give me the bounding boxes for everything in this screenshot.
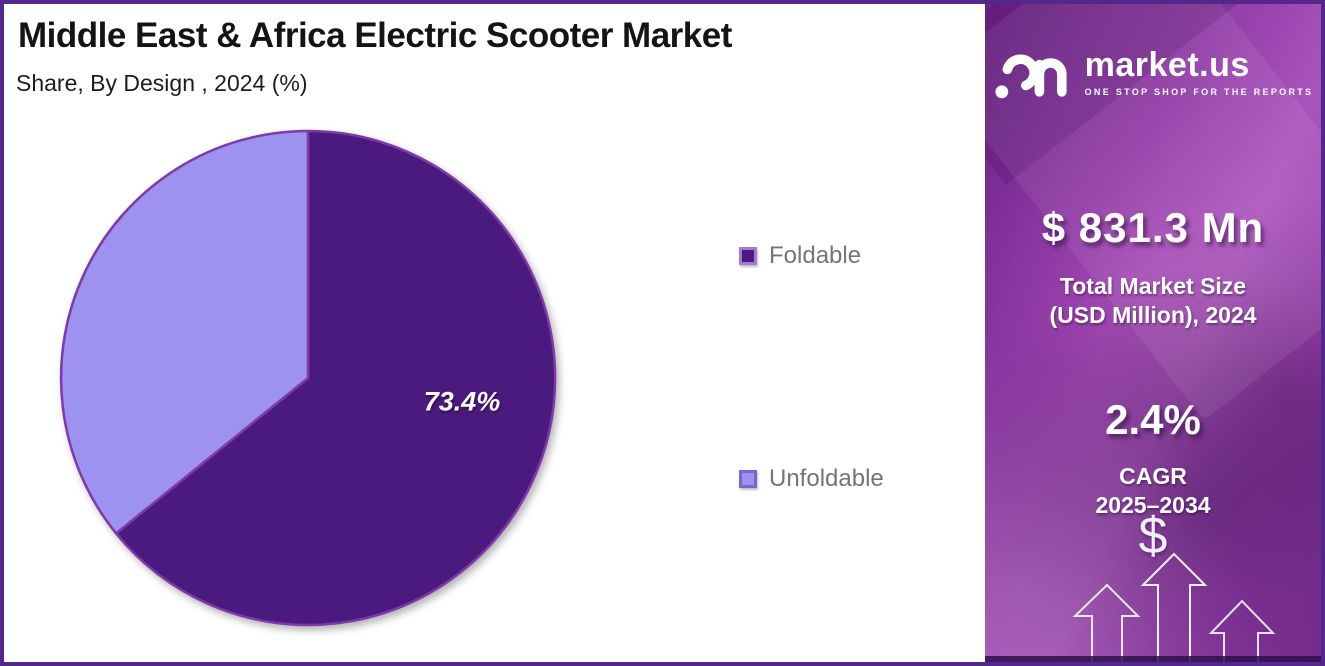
market-size-value: $ 831.3 Mn: [1041, 204, 1265, 251]
page-title: Middle East & Africa Electric Scooter Ma…: [18, 16, 732, 55]
legend-item-unfoldable: Unfoldable: [739, 465, 884, 493]
marketus-logo-icon: [995, 54, 1067, 99]
legend-swatch-foldable: [739, 247, 757, 265]
cagr-label: CAGR: [1119, 463, 1187, 489]
market-size-caption: Total Market Size (USD Million), 2024: [985, 272, 1321, 330]
growth-arrows-icon: [1072, 552, 1276, 662]
cagr-value: 2.4%: [1105, 396, 1201, 443]
legend-swatch-unfoldable: [739, 470, 757, 488]
cagr-caption: CAGR 2025–2034: [985, 462, 1321, 520]
cagr-period: 2025–2034: [1095, 492, 1211, 518]
pie-chart-svg: [59, 129, 557, 627]
pie-slice-foldable: [114, 129, 557, 627]
legend-label-foldable: Foldable: [769, 242, 862, 269]
market-size-caption-line1: Total Market Size: [1059, 273, 1247, 299]
brand-text: market.us ONE STOP SHOP FOR THE REPORTS: [1085, 46, 1314, 97]
legend-item-foldable: Foldable: [739, 242, 861, 270]
pie-chart: 73.4%: [56, 126, 560, 630]
brand-logo: market.us ONE STOP SHOP FOR THE REPORTS: [985, 40, 1321, 102]
brand-tagline: ONE STOP SHOP FOR THE REPORTS: [1084, 86, 1314, 97]
page-subtitle: Share, By Design , 2024 (%): [16, 70, 308, 96]
brand-sidebar: market.us ONE STOP SHOP FOR THE REPORTS …: [985, 4, 1321, 662]
market-size-caption-line2: (USD Million), 2024: [1049, 302, 1257, 328]
pie-slice-label: 73.4%: [423, 386, 501, 417]
legend-label-unfoldable: Unfoldable: [769, 465, 884, 492]
dollar-icon: $: [1138, 507, 1168, 565]
pie-slice-unfoldable: [59, 129, 310, 535]
brand-name: market.us: [1084, 45, 1250, 84]
